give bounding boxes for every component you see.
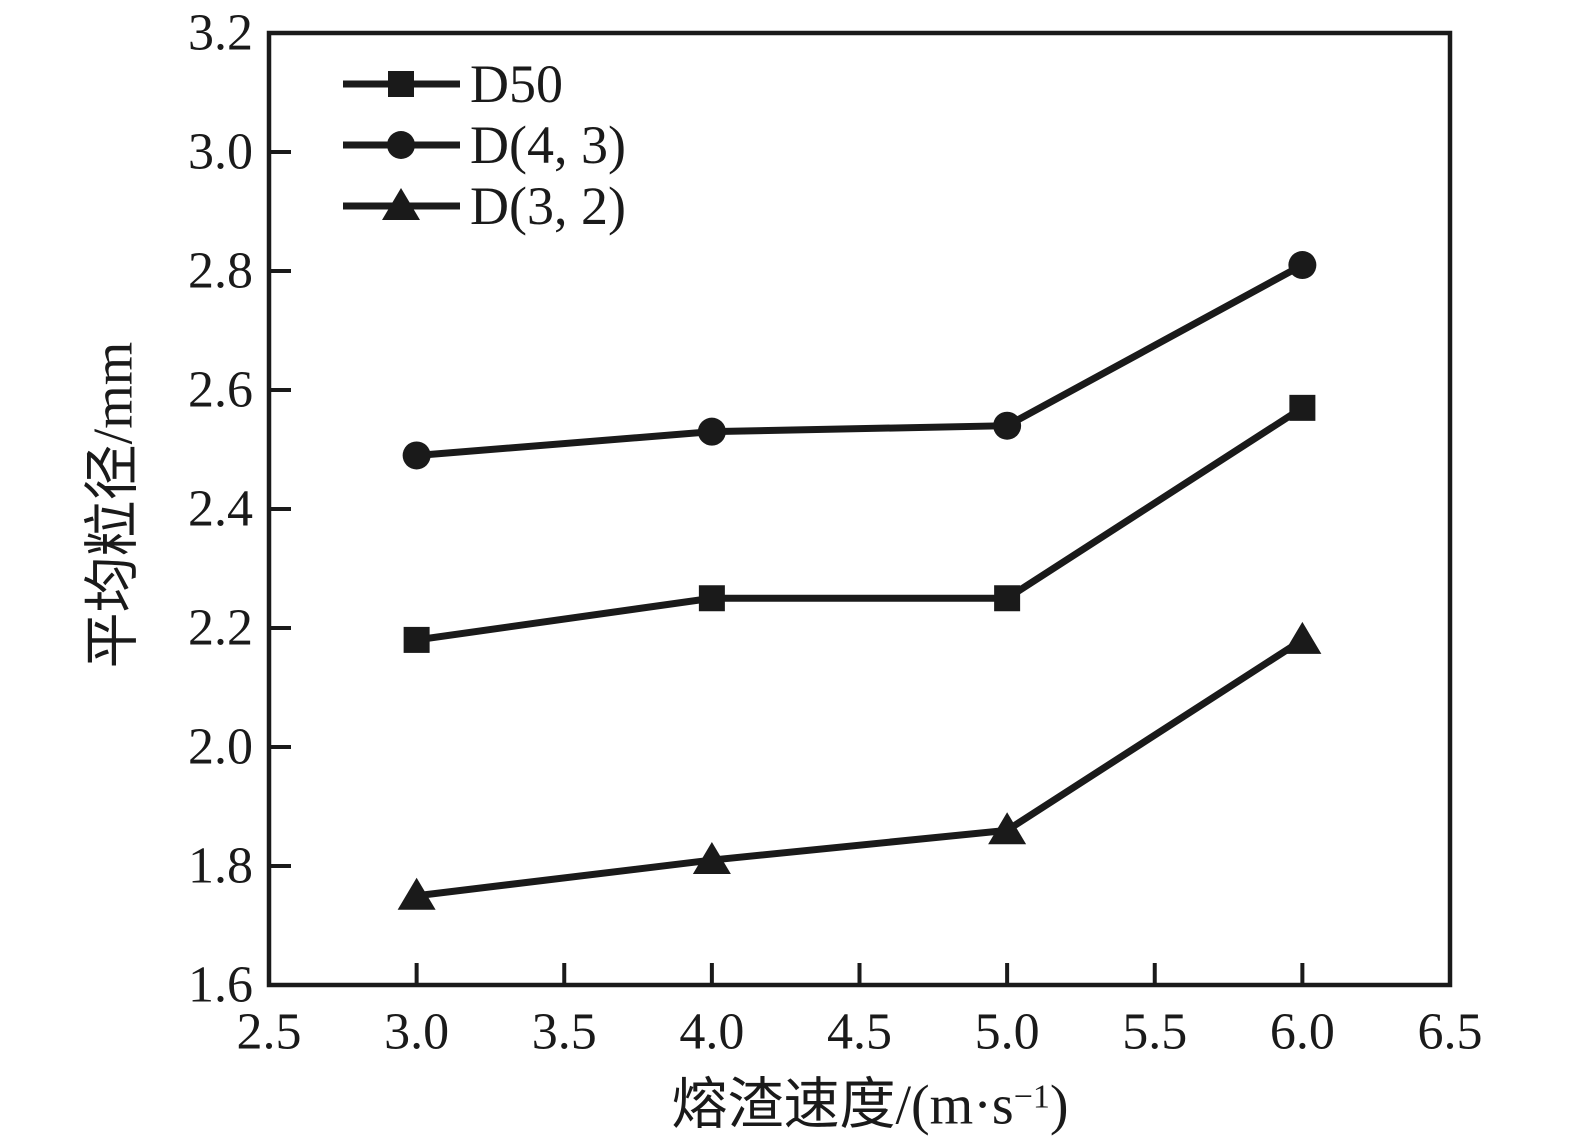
- x-axis-title-text: 熔渣速度/(m·s: [671, 1074, 1014, 1137]
- x-tick-label: 5.5: [1122, 1004, 1187, 1061]
- triangle-marker: [988, 812, 1027, 845]
- series-d32: [397, 621, 1322, 910]
- series-line: [416, 404, 1305, 644]
- circle-marker: [993, 411, 1022, 440]
- x-tick-label: 3.5: [532, 1004, 597, 1061]
- y-tick-label: 2.8: [188, 243, 253, 300]
- x-tick-label: 5.0: [975, 1004, 1040, 1061]
- series-line: [416, 261, 1305, 459]
- y-tick-label: 2.6: [188, 362, 253, 419]
- y-tick-label: 2.4: [188, 481, 253, 538]
- square-marker: [388, 71, 414, 97]
- y-tick-label: 1.6: [188, 957, 253, 1014]
- triangle-marker: [397, 877, 436, 910]
- legend-item: D(3, 2): [343, 176, 626, 236]
- y-tick-label: 2.0: [188, 719, 253, 776]
- circle-marker: [402, 441, 431, 470]
- x-tick-label: 2.5: [237, 1004, 302, 1061]
- plot-border: [266, 30, 1453, 988]
- square-marker: [403, 626, 430, 653]
- x-tick-label: 4.5: [827, 1004, 892, 1061]
- legend-label: D(3, 2): [470, 176, 626, 236]
- circle-marker: [387, 131, 415, 159]
- series-d50: [403, 394, 1316, 653]
- triangle-marker: [382, 188, 420, 220]
- legend-item: D(4, 3): [343, 115, 626, 175]
- legend-label: D(4, 3): [470, 115, 626, 175]
- square-marker: [1289, 394, 1316, 421]
- x-axis-title-superscript: −1: [1013, 1078, 1050, 1116]
- legend-label: D50: [470, 54, 563, 114]
- legend-item: D50: [343, 54, 563, 114]
- y-axis-title: 平均粒径/mm: [82, 341, 145, 669]
- y-tick-label: 1.8: [188, 838, 253, 895]
- square-marker: [994, 585, 1021, 612]
- y-tick-label: 3.2: [188, 5, 253, 62]
- series-line: [416, 636, 1305, 900]
- x-axis-title: 熔渣速度/(m·s−1): [671, 1060, 1068, 1141]
- x-tick-label: 4.0: [679, 1004, 744, 1061]
- x-tick-label: 6.0: [1270, 1004, 1335, 1061]
- x-axis-title-close-paren: ): [1049, 1074, 1069, 1137]
- triangle-marker: [1283, 621, 1322, 654]
- triangle-marker: [692, 842, 731, 875]
- x-tick-label: 3.0: [384, 1004, 449, 1061]
- circle-marker: [1288, 251, 1317, 280]
- y-tick-label: 2.2: [188, 600, 253, 657]
- x-tick-label: 6.5: [1418, 1004, 1483, 1061]
- y-tick-label: 3.0: [188, 124, 253, 181]
- square-marker: [698, 585, 725, 612]
- series-d43: [402, 251, 1317, 470]
- circle-marker: [697, 417, 726, 446]
